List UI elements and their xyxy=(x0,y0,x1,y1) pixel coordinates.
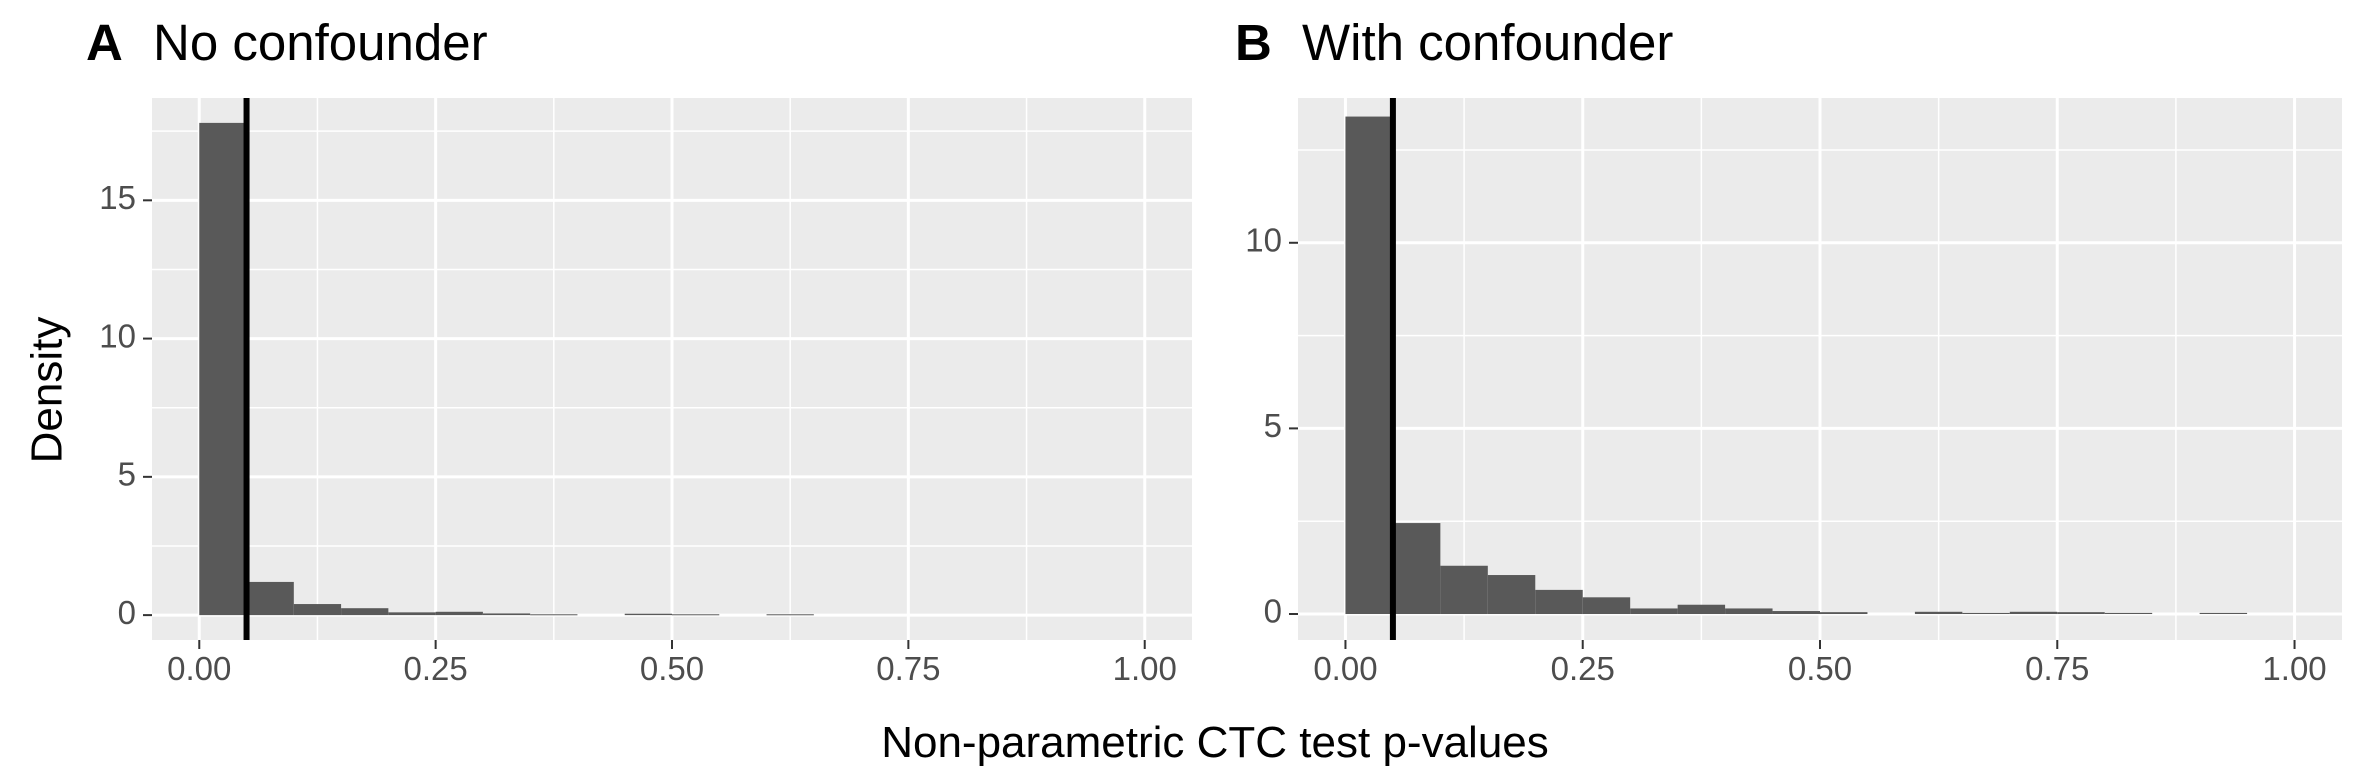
panel-b-bar xyxy=(1582,597,1631,615)
panel-a-bar xyxy=(766,614,814,616)
panel-b-bar xyxy=(1345,116,1393,615)
panel-a-y-tick-label: 0 xyxy=(118,594,136,631)
panel-a-bar xyxy=(341,608,389,616)
panel-b-bar xyxy=(1725,608,1773,615)
panel-a-bar xyxy=(482,613,531,616)
panel-b-y-tick-label: 10 xyxy=(1245,221,1282,258)
panel-b-bar xyxy=(2057,612,2105,615)
panel-b-x-tick-label: 0.00 xyxy=(1313,650,1377,687)
panel-b-x-tick-label: 0.75 xyxy=(2025,650,2089,687)
panel-a-x-tick-label: 0.00 xyxy=(167,650,231,687)
panel-b-bar xyxy=(2104,612,2153,615)
panel-a-bar xyxy=(246,581,294,616)
panel-b-bar xyxy=(1535,589,1583,615)
panel-a-bar xyxy=(672,614,720,616)
panel-b-bar xyxy=(2009,611,2058,615)
panel-a-x-tick-label: 0.75 xyxy=(876,650,940,687)
panel-b-bar xyxy=(1677,604,1726,615)
panel-b-bar xyxy=(1962,612,2010,615)
panel-b-x-tick-label: 0.25 xyxy=(1551,650,1615,687)
panel-b-bar xyxy=(1772,611,1820,615)
panel-b-y-tick-label: 0 xyxy=(1264,593,1282,630)
panel-b-x-tick-label: 0.50 xyxy=(1788,650,1852,687)
panel-a-x-tick-label: 1.00 xyxy=(1113,650,1177,687)
panel-a-y-tick-label: 10 xyxy=(99,317,136,354)
panel-a: 0.00 0.25 0.50 0.75 1.00 0 5 10 15 A No confounder xyxy=(86,14,1192,687)
panel-b: 0.00 0.25 0.50 0.75 1.00 0 5 10 B With confounder xyxy=(1235,14,2342,687)
panel-b-bar xyxy=(1392,523,1441,615)
panel-b-bar xyxy=(1914,611,1963,615)
panel-a-bar xyxy=(435,611,483,616)
panel-b-x-tick-label: 1.00 xyxy=(2262,650,2326,687)
panel-b-bar xyxy=(1630,608,1678,615)
panel-a-bar xyxy=(530,614,578,616)
panel-a-bar xyxy=(388,612,436,616)
panel-b-bar xyxy=(2199,612,2248,615)
panel-a-x-tick-label: 0.25 xyxy=(404,650,468,687)
panel-a-bar xyxy=(199,122,247,616)
x-axis-title: Non-parametric CTC test p-values xyxy=(881,718,1549,767)
panel-b-bar xyxy=(1820,612,1868,615)
panel-a-y-tick-label: 5 xyxy=(118,456,136,493)
panel-b-bar xyxy=(1487,575,1536,615)
panel-a-letter: A xyxy=(86,14,123,71)
panel-a-bar xyxy=(293,604,342,616)
panel-a-bar xyxy=(624,613,672,616)
panel-b-y-tick-label: 5 xyxy=(1264,407,1282,444)
panel-b-letter: B xyxy=(1235,14,1272,71)
panel-a-title: No confounder xyxy=(153,14,488,71)
y-axis-title: Density xyxy=(23,317,72,464)
panel-a-x-tick-label: 0.50 xyxy=(640,650,704,687)
panel-b-title: With confounder xyxy=(1302,14,1673,71)
panel-a-y-tick-label: 15 xyxy=(99,179,136,216)
panel-b-bar xyxy=(1440,565,1488,615)
